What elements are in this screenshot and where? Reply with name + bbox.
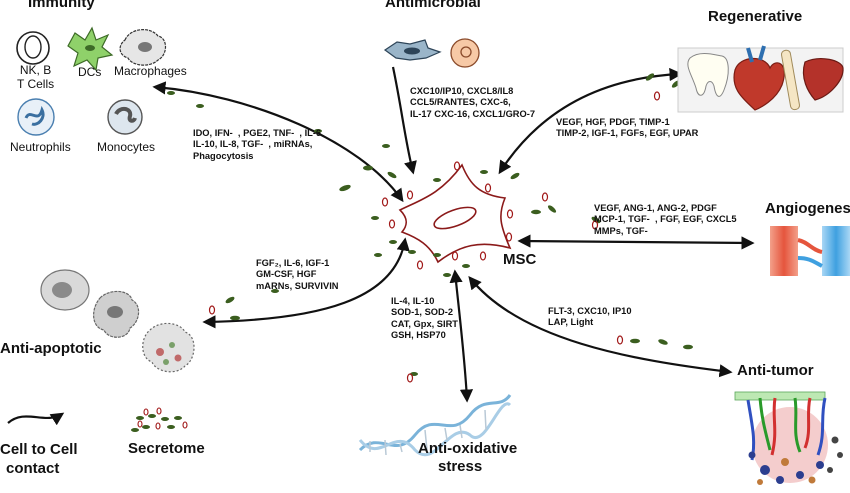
regenerative-organs-image — [677, 45, 844, 113]
factor-line: IDO, IFN- , PGE2, TNF- , IL-6 — [193, 128, 322, 138]
factor-line: IL-10, IL-8, TGF- , miRNAs, — [193, 139, 313, 150]
factor-line: TIMP-2, IGF-1, FGFs, EGF, UPAR — [556, 128, 699, 139]
label-nk-b-line1: NK, B — [19, 63, 52, 77]
monocyte-icon — [107, 99, 143, 135]
macrophage-icon — [119, 29, 167, 66]
factors-antimicrobial: CXC10/IP10, CXCL8/IL8 CCL5/RANTES, CXC-6… — [410, 86, 535, 120]
arrow-antimicrobial — [391, 66, 417, 175]
factor-line: CAT, Gpx, SIRT — [391, 318, 458, 329]
category-anti-oxidative: Anti-oxidative stress — [418, 440, 517, 476]
factor-line: MMPs, TGF- — [594, 225, 648, 236]
msc-cell — [398, 163, 512, 264]
legend-contact-line2: contact — [6, 460, 60, 477]
label-neutrophils: Neutrophils — [10, 140, 71, 154]
category-regenerative: Regenerative — [708, 8, 803, 25]
label-dcs: DCs — [78, 65, 102, 79]
category-angiogenesis: Angiogenes — [765, 200, 850, 217]
factor-line: SOD-1, SOD-2 — [391, 307, 453, 318]
factors-angiogenesis: VEGF, ANG-1, ANG-2, PDGF MCP-1, TGF- , F… — [594, 203, 737, 237]
tumor-image — [734, 391, 843, 485]
msc-label: MSC — [503, 251, 537, 268]
category-anti-tumor: Anti-tumor — [737, 362, 814, 379]
microbial-cell-icon — [450, 38, 480, 68]
category-immunity: Immunity — [28, 0, 95, 11]
factor-line: IL-17 CXC-16, CXCL1/GRO-7 — [410, 108, 536, 119]
arrow-immunity — [152, 81, 404, 203]
factor-line: LAP, Light — [548, 317, 594, 328]
factors-anti-oxidative: IL-4, IL-10 SOD-1, SOD-2 CAT, Gpx, SIRT … — [391, 296, 458, 341]
factor-line: Phagocytosis — [193, 150, 254, 161]
legend-secretome-label: Secretome — [128, 440, 205, 457]
dna-helix-image — [358, 394, 512, 457]
legend-cell-contact-label: Cell to Cell contact — [0, 440, 78, 478]
factors-immunity: IDO, IFN- , PGE2, TNF- , IL-6 IL-10, IL-… — [193, 128, 321, 162]
factors-anti-apoptotic: FGF₂, IL-6, IGF-1 GM-CSF, HGF mARNs, SUR… — [256, 258, 339, 292]
category-antimicrobial: Antimicrobial — [385, 0, 481, 11]
legend-secretome-icon — [131, 407, 188, 432]
factor-line: GSH, HSP70 — [391, 329, 446, 340]
blood-vessels-image — [770, 226, 850, 276]
factor-line: MCP-1, TGF- , FGF, EGF, CXCL5 — [594, 214, 737, 225]
arrows — [152, 66, 755, 403]
anti-oxidative-line2: stress — [438, 458, 483, 475]
arrow-anti-tumor — [468, 275, 733, 378]
factors-regenerative: VEGF, HGF, PDGF, TIMP-1 TIMP-2, IGF-1, F… — [556, 117, 698, 140]
label-monocytes: Monocytes — [97, 140, 156, 154]
arrow-anti-oxidative — [449, 269, 474, 403]
liver-icon — [802, 58, 844, 101]
legend-contact-line1: Cell to Cell — [0, 441, 78, 458]
legend-cell-contact-arrow-icon — [7, 412, 65, 426]
factor-line: mARNs, SURVIVIN — [256, 280, 339, 291]
msc-secretome-particles — [167, 73, 693, 383]
factor-line: FLT-3, CXC10, IP10 — [548, 306, 632, 316]
factor-line: CXC10/IP10, CXCL8/IL8 — [410, 86, 514, 96]
label-nk-b-line2: T Cells — [17, 77, 55, 91]
anti-oxidative-line1: Anti-oxidative — [418, 440, 518, 457]
arrow-angiogenesis — [517, 234, 755, 250]
factor-line: VEGF, ANG-1, ANG-2, PDGF — [594, 203, 717, 213]
tooth-icon — [687, 53, 729, 97]
factor-line: GM-CSF, HGF — [256, 269, 317, 280]
neutrophil-icon — [17, 98, 55, 136]
label-macrophages: Macrophages — [114, 64, 187, 78]
apoptotic-cells-image — [40, 269, 195, 373]
arrow-anti-apoptotic — [202, 237, 410, 329]
label-nk-b-t-cells: NK, B T Cells — [17, 63, 54, 91]
factor-line: FGF₂, IL-6, IGF-1 — [256, 258, 330, 268]
bacteria-icon — [383, 39, 442, 61]
nk-b-t-cell-icon — [16, 31, 50, 65]
factors-anti-tumor: FLT-3, CXC10, IP10 LAP, Light — [548, 306, 632, 329]
dendritic-cell-icon — [67, 26, 114, 72]
factor-line: CCL5/RANTES, CXC-6, — [410, 97, 511, 108]
category-anti-apoptotic: Anti-apoptotic — [0, 340, 102, 357]
factor-line: IL-4, IL-10 — [391, 296, 435, 306]
factor-line: VEGF, HGF, PDGF, TIMP-1 — [556, 117, 670, 127]
bone-icon — [780, 49, 800, 111]
